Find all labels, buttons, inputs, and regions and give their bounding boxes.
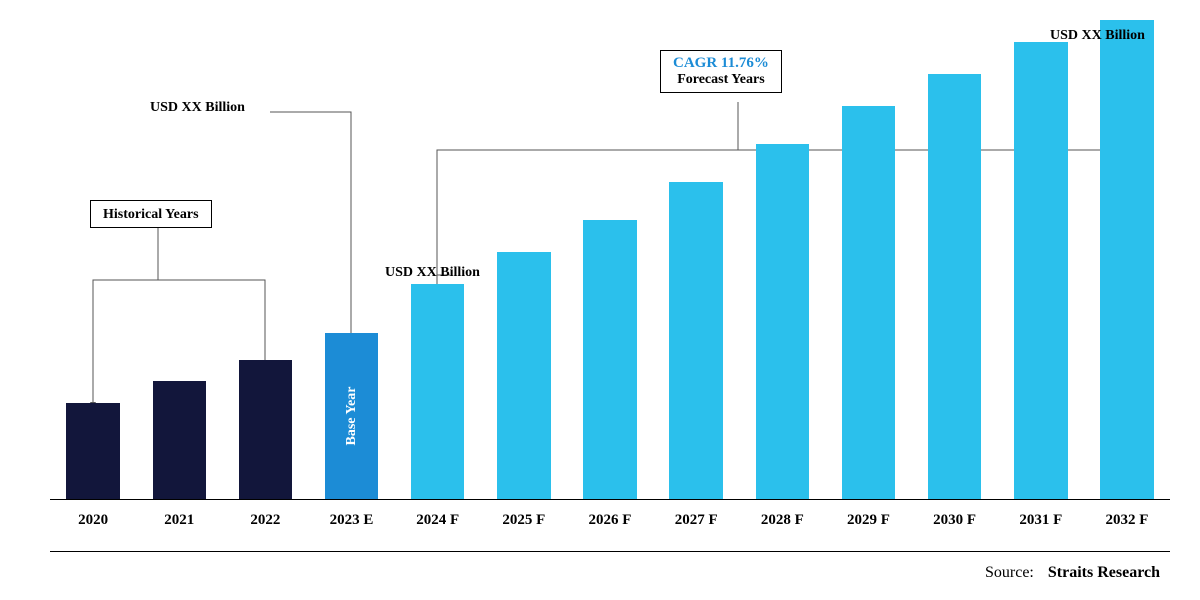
bar-slot: [1084, 20, 1170, 500]
bar: [669, 182, 722, 500]
x-axis-label: 2029 F: [825, 500, 911, 540]
source-divider: [50, 551, 1170, 552]
forecast-years-label: Forecast Years: [673, 72, 769, 88]
value-label-right: USD XX Billion: [1050, 28, 1145, 44]
source-citation: Source: Straits Research: [985, 564, 1160, 582]
bar: [928, 74, 981, 500]
bar-slot: Base Year: [308, 20, 394, 500]
bars-container: Base Year: [50, 20, 1170, 500]
bar: [1100, 20, 1153, 500]
base-year-label: Base Year: [344, 387, 360, 446]
bar-slot: [567, 20, 653, 500]
bar: [583, 220, 636, 500]
bar: [497, 252, 550, 500]
value-label-mid: USD XX Billion: [385, 265, 480, 281]
forecast-callout: CAGR 11.76% Forecast Years: [660, 50, 782, 93]
x-axis-label: 2030 F: [912, 500, 998, 540]
source-label: Source:: [985, 564, 1034, 581]
x-axis-label: 2027 F: [653, 500, 739, 540]
x-axis-label: 2026 F: [567, 500, 653, 540]
x-axis-label: 2028 F: [739, 500, 825, 540]
bar: [239, 360, 292, 500]
x-axis-label: 2021: [136, 500, 222, 540]
chart-area: Base Year Historical Years CAGR 11.76% F…: [50, 20, 1170, 540]
x-axis-labels: 2020202120222023 E2024 F2025 F2026 F2027…: [50, 500, 1170, 540]
source-name: Straits Research: [1048, 564, 1160, 581]
cagr-label: CAGR 11.76%: [673, 55, 769, 72]
bar: [66, 403, 119, 500]
bar-slot: [998, 20, 1084, 500]
bar-slot: [136, 20, 222, 500]
x-axis-label: 2023 E: [308, 500, 394, 540]
bar: Base Year: [325, 333, 378, 500]
x-axis-label: 2031 F: [998, 500, 1084, 540]
bar: [842, 106, 895, 500]
bar: [153, 381, 206, 500]
bar: [411, 284, 464, 500]
x-axis-label: 2025 F: [481, 500, 567, 540]
bar: [1014, 42, 1067, 500]
value-label-left: USD XX Billion: [150, 100, 245, 116]
historical-years-callout: Historical Years: [90, 200, 212, 228]
bar-slot: [222, 20, 308, 500]
bar-slot: [481, 20, 567, 500]
bar-slot: [912, 20, 998, 500]
bar-slot: [825, 20, 911, 500]
x-axis-label: 2032 F: [1084, 500, 1170, 540]
x-axis-label: 2020: [50, 500, 136, 540]
historical-label: Historical Years: [103, 207, 199, 222]
bar-slot: [50, 20, 136, 500]
plot-area: Base Year Historical Years CAGR 11.76% F…: [50, 20, 1170, 500]
x-axis-label: 2024 F: [395, 500, 481, 540]
bar: [756, 144, 809, 500]
x-axis-label: 2022: [222, 500, 308, 540]
bar-slot: [395, 20, 481, 500]
